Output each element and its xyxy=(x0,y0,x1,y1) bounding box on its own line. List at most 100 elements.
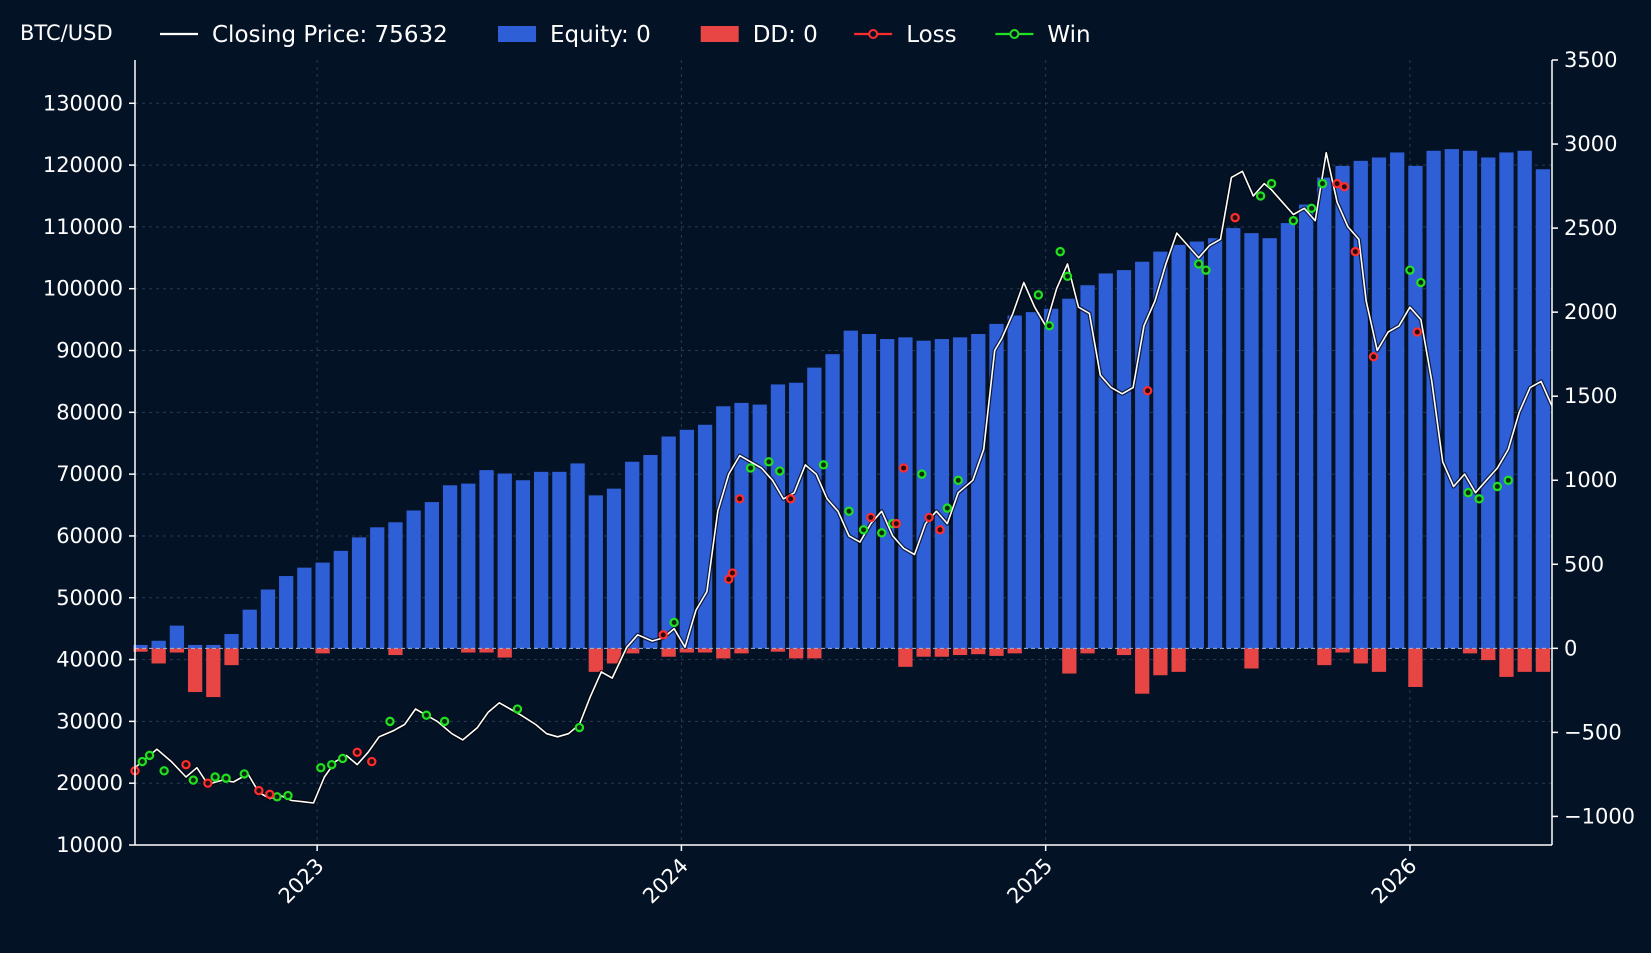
loss-marker xyxy=(785,494,796,504)
drawdown-bar xyxy=(1335,648,1350,653)
equity-bar xyxy=(1244,233,1259,649)
equity-bar xyxy=(825,354,840,649)
equity-bar xyxy=(479,470,494,649)
win-marker xyxy=(137,756,147,767)
drawdown-bar xyxy=(989,648,1004,656)
equity-bar xyxy=(880,339,895,649)
equity-bar xyxy=(934,339,949,649)
drawdown-bar xyxy=(1007,648,1022,654)
equity-bar xyxy=(989,323,1004,649)
legend-item: Loss xyxy=(854,22,957,48)
win-marker xyxy=(1492,481,1503,492)
win-marker xyxy=(1474,494,1484,504)
win-marker xyxy=(858,525,869,535)
win-marker xyxy=(1288,216,1299,226)
left-tick-label: 40000 xyxy=(56,648,123,672)
loss-marker xyxy=(181,759,191,770)
right-tick-label: −500 xyxy=(1564,720,1622,744)
drawdown-bar xyxy=(916,648,931,657)
equity-bar xyxy=(606,488,622,649)
loss-marker xyxy=(727,568,738,578)
equity-bar xyxy=(916,340,931,649)
equity-bar xyxy=(1280,223,1296,649)
drawdown-bar xyxy=(934,648,949,657)
equity-bar xyxy=(187,644,203,649)
equity-bar xyxy=(697,424,713,649)
equity-bar xyxy=(1025,312,1041,649)
drawdown-bar xyxy=(461,648,476,653)
win-marker xyxy=(316,763,326,773)
win-marker xyxy=(764,457,774,467)
loss-marker xyxy=(1142,385,1153,396)
equity-bar xyxy=(1043,308,1059,649)
equity-bar xyxy=(370,527,385,649)
equity-bar xyxy=(1335,165,1350,649)
equity-bar xyxy=(515,480,531,649)
win-marker xyxy=(745,463,756,473)
equity-bar xyxy=(1207,238,1223,649)
drawdown-bar xyxy=(807,648,822,659)
equity-bar xyxy=(971,333,986,649)
equity-bar xyxy=(1390,152,1405,649)
win-marker xyxy=(1193,259,1204,269)
legend-label: Closing Price: 75632 xyxy=(212,22,448,48)
equity-bar xyxy=(1080,285,1095,649)
win-marker xyxy=(669,617,679,628)
right-tick-label: 2500 xyxy=(1564,216,1617,240)
drawdown-bar xyxy=(734,648,749,654)
win-marker xyxy=(327,759,337,770)
left-tick-label: 50000 xyxy=(56,586,123,610)
drawdown-bar xyxy=(1244,648,1259,669)
drawdown-bar xyxy=(588,648,603,672)
win-marker xyxy=(917,469,927,479)
equity-bar xyxy=(861,333,877,649)
left-tick-label: 60000 xyxy=(56,524,123,548)
left-tick-label: 80000 xyxy=(56,400,123,424)
drawdown-bar xyxy=(1135,648,1150,694)
win-marker xyxy=(942,503,953,513)
win-marker xyxy=(775,466,785,476)
equity-bar xyxy=(1007,315,1022,649)
legend-swatch-marker xyxy=(868,29,879,39)
left-tick-label: 90000 xyxy=(56,339,123,363)
equity-bar xyxy=(169,625,185,649)
drawdown-bar xyxy=(789,648,804,659)
equity-bar xyxy=(1171,244,1186,649)
equity-bar xyxy=(789,382,804,649)
win-marker xyxy=(144,750,155,761)
right-tick-label: 2000 xyxy=(1564,300,1617,324)
win-marker xyxy=(337,753,348,764)
equity-bar xyxy=(1535,169,1551,649)
win-marker xyxy=(1033,290,1044,300)
drawdown-bar xyxy=(169,648,185,653)
equity-bar xyxy=(1226,228,1241,649)
win-marker xyxy=(877,528,887,538)
win-marker xyxy=(1306,203,1317,214)
loss-marker xyxy=(1332,178,1342,189)
left-tick-label: 110000 xyxy=(43,215,123,239)
equity-bar xyxy=(388,522,403,649)
win-marker xyxy=(1266,178,1277,189)
legend-swatch-bar xyxy=(700,26,739,42)
equity-bar xyxy=(224,634,239,649)
drawdown-bar xyxy=(1371,648,1387,672)
drawdown-bar xyxy=(388,648,403,656)
equity-bar xyxy=(770,384,786,649)
equity-bar xyxy=(497,473,512,649)
equity-bar xyxy=(807,367,822,649)
right-tick-label: 0 xyxy=(1564,636,1577,660)
left-tick-label: 100000 xyxy=(43,277,123,301)
right-tick-label: 1000 xyxy=(1564,468,1617,492)
win-marker xyxy=(1062,271,1073,282)
loss-marker xyxy=(254,785,264,796)
win-marker xyxy=(844,506,854,516)
loss-marker xyxy=(734,494,745,504)
equity-bar xyxy=(1499,152,1514,649)
drawdown-bar xyxy=(479,648,494,653)
drawdown-bar xyxy=(971,648,986,655)
equity-bar xyxy=(588,495,603,649)
win-marker xyxy=(210,772,220,782)
right-tick-label: 500 xyxy=(1564,552,1604,576)
win-marker xyxy=(953,475,963,486)
legend-swatch-marker xyxy=(1009,29,1020,39)
